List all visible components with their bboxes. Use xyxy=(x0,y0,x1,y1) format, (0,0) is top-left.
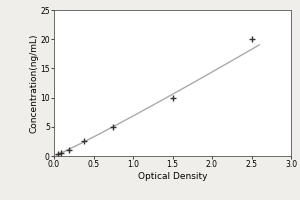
X-axis label: Optical Density: Optical Density xyxy=(138,172,207,181)
Y-axis label: Concentration(ng/mL): Concentration(ng/mL) xyxy=(30,33,39,133)
